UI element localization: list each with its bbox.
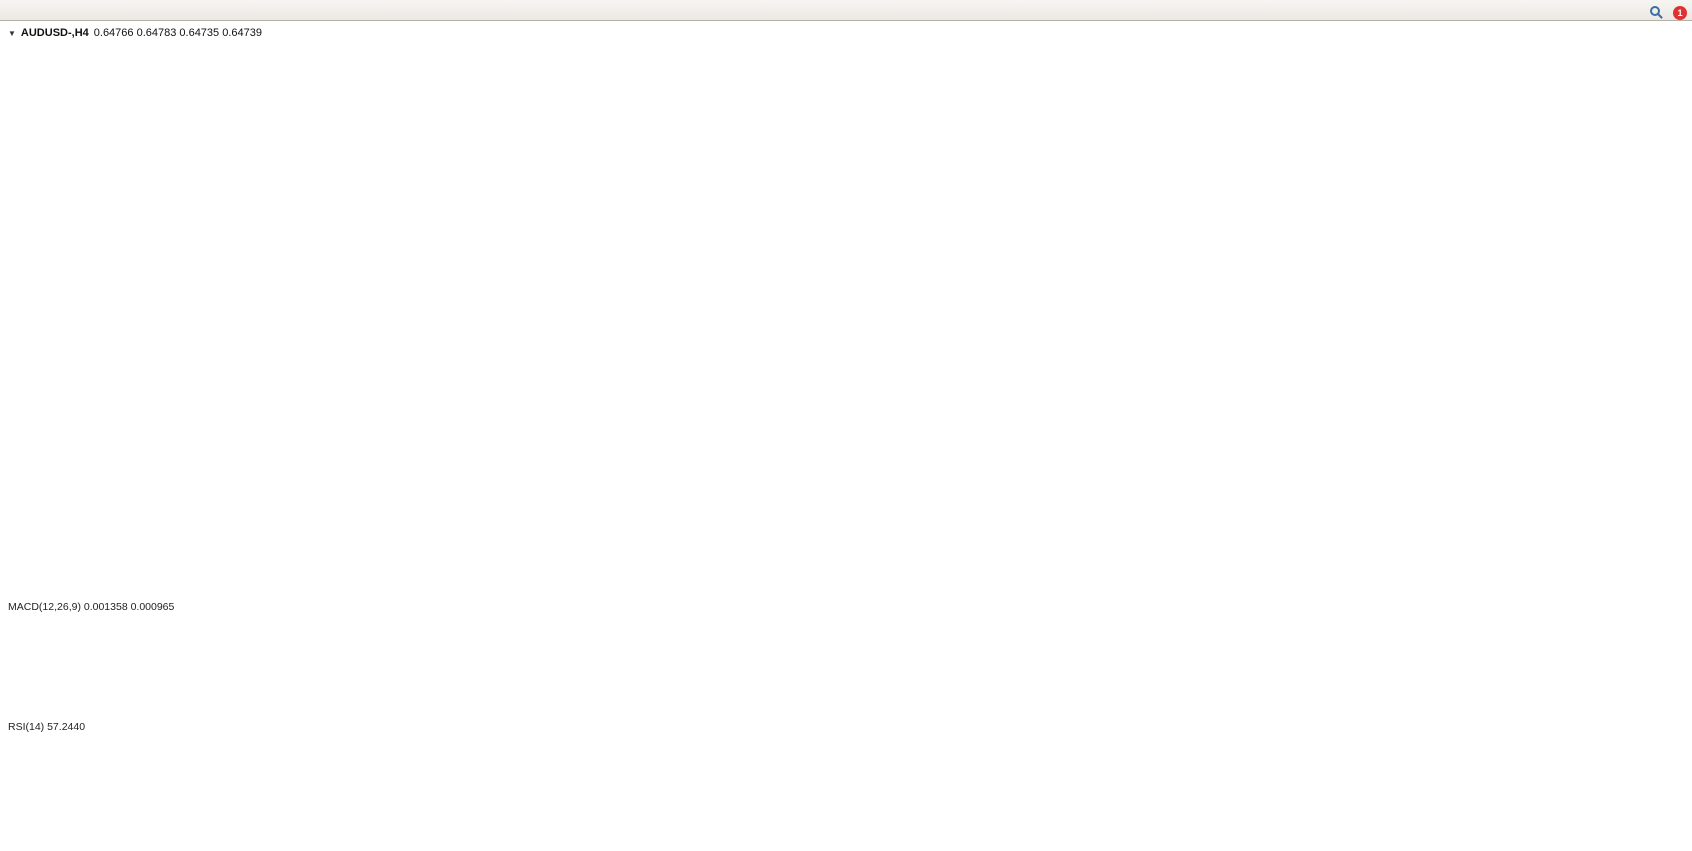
chart-header: ▼ AUDUSD-,H4 0.64766 0.64783 0.64735 0.6… [8, 27, 262, 39]
toolbar-right: 1 [1646, 3, 1687, 22]
notification-badge[interactable]: 1 [1673, 5, 1687, 20]
chart-ohlc-values: 0.64766 0.64783 0.64735 0.64739 [93, 27, 262, 39]
one-click-trading-toggle-icon[interactable]: ▼ [8, 28, 16, 38]
search-icon [1650, 6, 1663, 19]
rsi-indicator-label: RSI(14) 57.2440 [8, 721, 86, 733]
main-toolbar: 1 [0, 0, 1692, 21]
chart-symbol-period: AUDUSD-,H4 [20, 27, 89, 39]
search-button[interactable] [1647, 3, 1666, 22]
macd-indicator-label: MACD(12,26,9) 0.001358 0.000965 [8, 601, 175, 613]
